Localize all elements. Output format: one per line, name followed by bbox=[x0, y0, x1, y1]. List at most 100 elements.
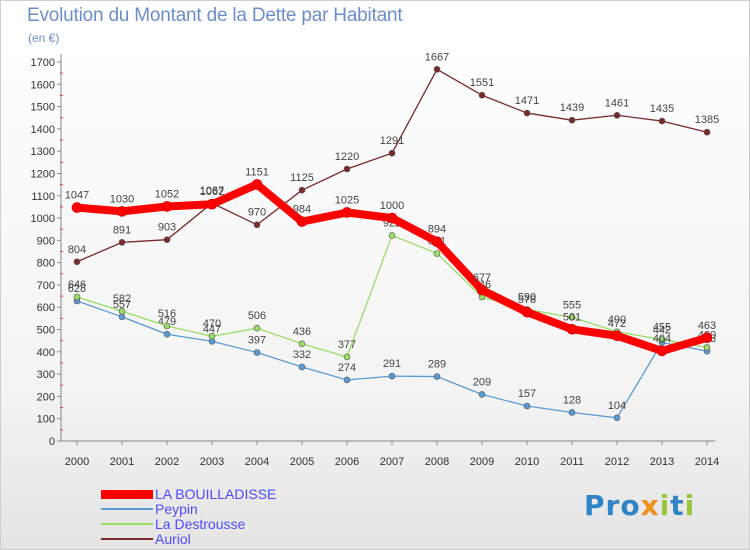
data-label: 377 bbox=[338, 339, 356, 351]
x-tick-label: 2006 bbox=[335, 456, 359, 468]
data-label: 1667 bbox=[425, 51, 449, 63]
data-point bbox=[163, 330, 171, 338]
y-tick-label: 400 bbox=[37, 347, 55, 359]
y-tick-label: 300 bbox=[37, 369, 55, 381]
data-label: 128 bbox=[563, 394, 581, 406]
data-point bbox=[73, 293, 81, 301]
data-label: 677 bbox=[473, 272, 491, 284]
data-point bbox=[118, 307, 126, 315]
data-label: 516 bbox=[158, 308, 176, 320]
x-tick-label: 2014 bbox=[695, 456, 719, 468]
data-label: 578 bbox=[518, 294, 536, 306]
y-tick-label: 1600 bbox=[31, 79, 55, 91]
y-tick-label: 1000 bbox=[31, 213, 55, 225]
data-point bbox=[343, 165, 351, 173]
data-label: 104 bbox=[608, 400, 626, 412]
y-tick-label: 800 bbox=[37, 258, 55, 270]
legend-label: La Destrousse bbox=[155, 516, 246, 532]
legend-label: Auriol bbox=[155, 531, 191, 547]
data-point bbox=[521, 306, 533, 318]
data-point bbox=[343, 376, 351, 384]
y-tick-label: 1200 bbox=[31, 168, 55, 180]
data-label: 1067 bbox=[200, 185, 224, 197]
y-tick-label: 1300 bbox=[31, 146, 55, 158]
data-point bbox=[73, 258, 81, 266]
data-label: 397 bbox=[248, 334, 266, 346]
y-tick-label: 700 bbox=[37, 280, 55, 292]
x-tick-label: 2005 bbox=[290, 456, 314, 468]
data-point bbox=[388, 372, 396, 380]
data-label: 274 bbox=[338, 362, 356, 374]
x-tick-label: 2001 bbox=[110, 456, 134, 468]
data-label: 1435 bbox=[650, 103, 674, 115]
data-point bbox=[703, 128, 711, 136]
data-point bbox=[296, 216, 308, 227]
x-tick-label: 2007 bbox=[380, 456, 404, 468]
data-point bbox=[613, 111, 621, 119]
data-point bbox=[208, 332, 216, 340]
data-point bbox=[568, 313, 576, 321]
data-label: 1047 bbox=[65, 190, 89, 202]
data-label: 436 bbox=[293, 326, 311, 338]
data-label: 1030 bbox=[110, 193, 134, 205]
x-tick-label: 2010 bbox=[515, 456, 539, 468]
x-tick-label: 2004 bbox=[245, 456, 269, 468]
data-point bbox=[433, 250, 441, 257]
y-tick-label: 1700 bbox=[31, 57, 55, 69]
data-label: 332 bbox=[293, 349, 311, 361]
data-point bbox=[703, 344, 711, 351]
data-label: 506 bbox=[248, 310, 266, 322]
data-point bbox=[656, 345, 668, 357]
legend-item-peypin: Peypin bbox=[101, 501, 198, 517]
data-label: 447 bbox=[203, 323, 221, 335]
data-point bbox=[431, 236, 443, 247]
data-label: 1025 bbox=[335, 194, 359, 206]
data-point bbox=[206, 198, 218, 210]
y-tick-label: 1400 bbox=[31, 124, 55, 136]
data-label: 1000 bbox=[380, 200, 404, 212]
data-point bbox=[163, 236, 171, 243]
data-point bbox=[386, 212, 398, 224]
series-peypin: 628 557 479 447 397 332 274 291 289 209 157 128 104 4… bbox=[68, 283, 716, 422]
series-la-bouilladisse: 1047 1030 1052 1062 1151 984 1025 1000 894 677 578… bbox=[65, 166, 716, 357]
x-tick-label: 2009 bbox=[470, 456, 494, 468]
data-label: 903 bbox=[158, 222, 176, 234]
data-point bbox=[161, 201, 173, 212]
data-point bbox=[118, 313, 126, 321]
data-point bbox=[251, 179, 263, 190]
data-point bbox=[298, 363, 306, 371]
data-point bbox=[388, 232, 396, 239]
legend-item-auriol: Auriol bbox=[101, 531, 191, 547]
y-tick-label: 200 bbox=[37, 391, 55, 403]
data-label: 804 bbox=[68, 244, 86, 256]
data-point bbox=[523, 402, 531, 410]
y-tick-label: 0 bbox=[49, 436, 55, 448]
y-tick-label: 500 bbox=[37, 325, 55, 337]
data-point bbox=[476, 284, 488, 296]
legend-swatch bbox=[101, 508, 153, 510]
data-point bbox=[341, 207, 353, 218]
data-label: 1062 bbox=[200, 186, 224, 198]
y-tick-label: 600 bbox=[37, 302, 55, 314]
data-label: 970 bbox=[248, 207, 266, 219]
series-la-destrousse: 6465825164705064363779228416465905554904… bbox=[68, 217, 716, 361]
data-label: 501 bbox=[563, 311, 581, 323]
data-label: 590 bbox=[518, 291, 536, 303]
data-point bbox=[118, 239, 126, 246]
data-point bbox=[566, 324, 578, 335]
data-label: 1291 bbox=[380, 135, 404, 147]
data-label: 472 bbox=[608, 318, 626, 330]
y-tick-label: 1100 bbox=[31, 191, 55, 203]
data-label: 582 bbox=[113, 293, 131, 305]
data-point bbox=[388, 149, 396, 157]
data-label: 891 bbox=[113, 224, 131, 236]
data-point bbox=[478, 91, 486, 99]
data-label: 894 bbox=[428, 224, 446, 236]
data-label: 1052 bbox=[155, 188, 179, 200]
legend-label: LA BOUILLADISSE bbox=[155, 486, 277, 502]
data-label: 455 bbox=[653, 322, 671, 334]
data-point bbox=[163, 322, 171, 330]
data-label: 442 bbox=[653, 324, 671, 336]
x-tick-label: 2011 bbox=[560, 456, 584, 468]
